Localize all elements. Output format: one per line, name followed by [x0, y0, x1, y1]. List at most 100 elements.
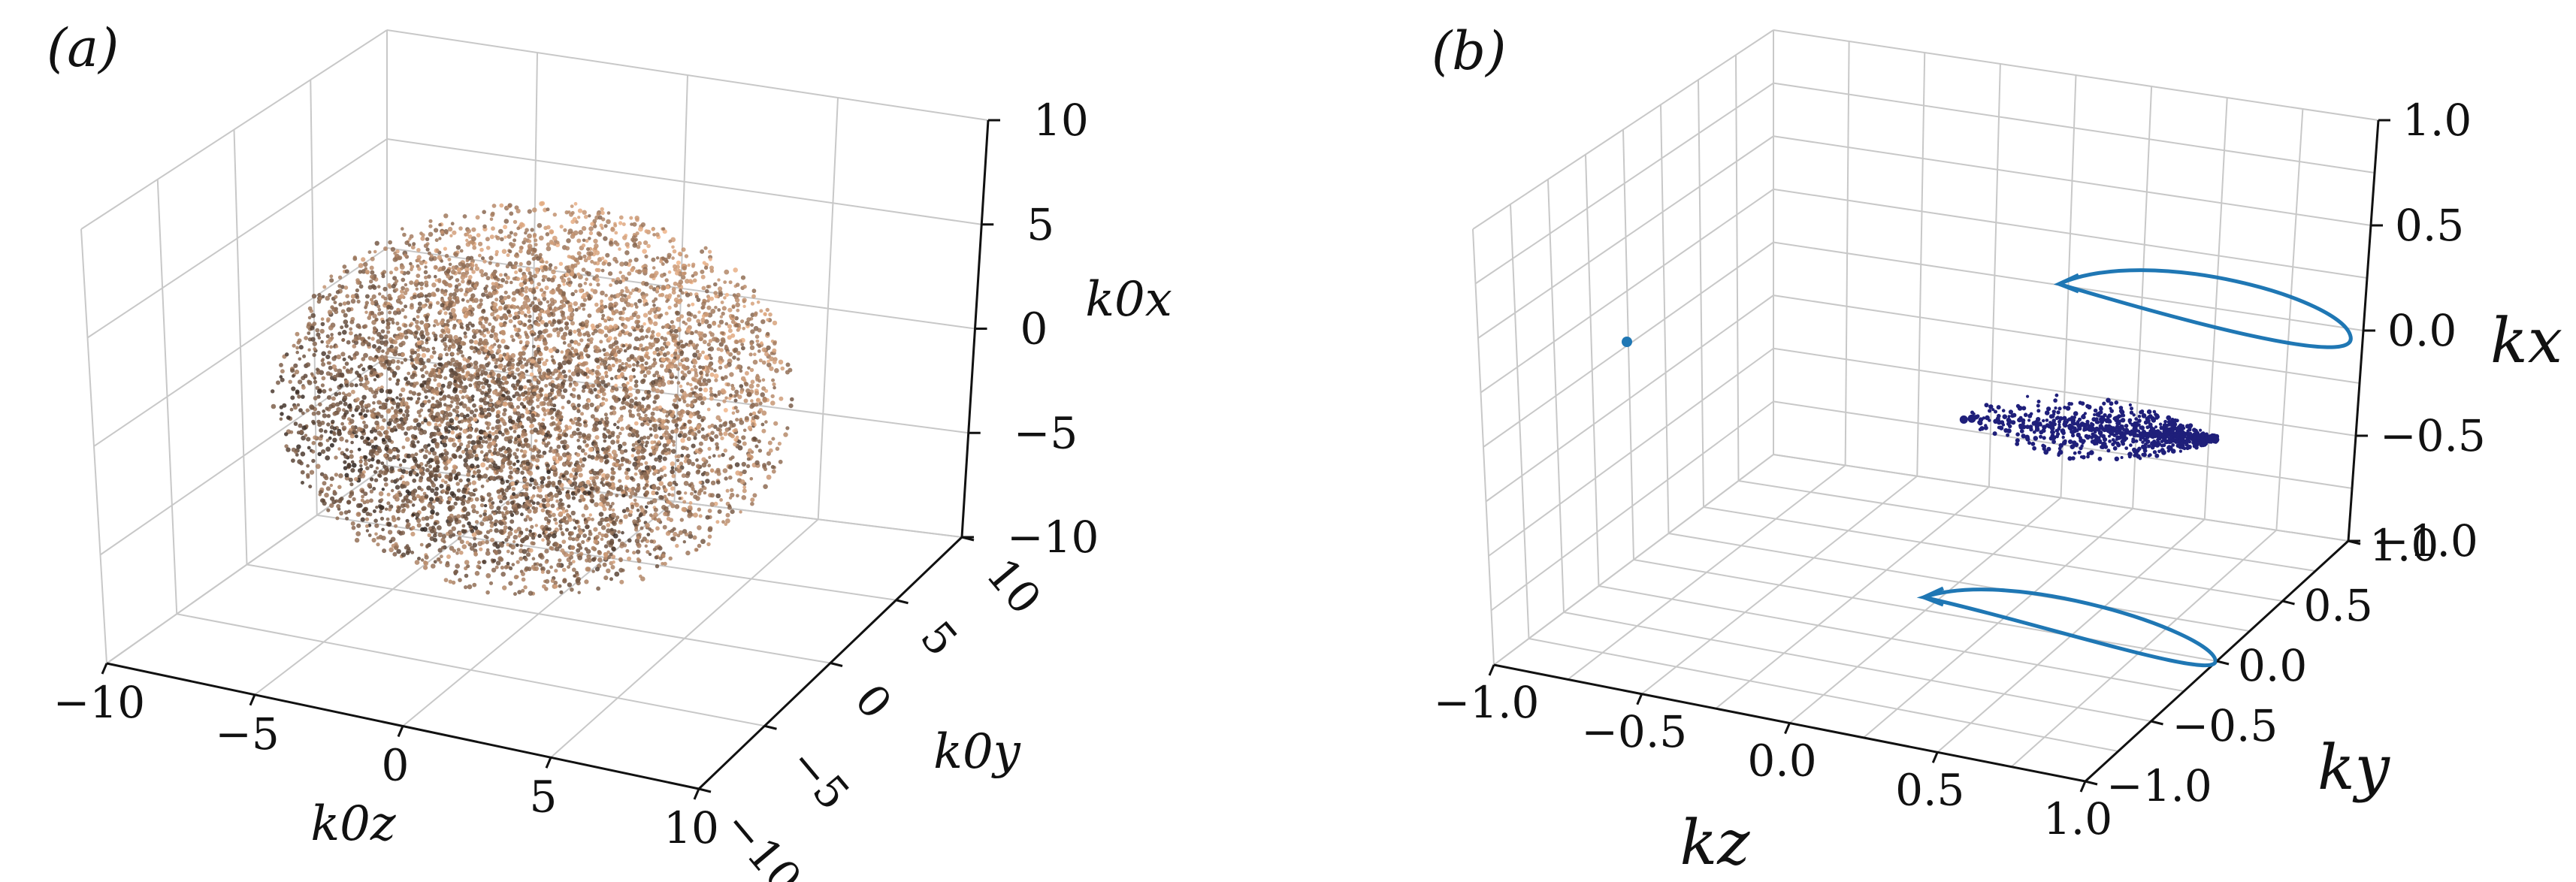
- data-point: [709, 257, 712, 261]
- data-point: [322, 481, 327, 486]
- data-point: [723, 449, 727, 453]
- data-point: [476, 439, 482, 445]
- data-point: [764, 420, 768, 424]
- data-point: [633, 401, 639, 406]
- data-point: [517, 443, 522, 447]
- data-point: [523, 437, 529, 443]
- data-point: [511, 363, 516, 367]
- data-point: [467, 275, 473, 279]
- data-point: [644, 444, 649, 448]
- data-point: [319, 328, 325, 334]
- data-point: [645, 505, 649, 509]
- data-point: [462, 514, 468, 519]
- data-point: [666, 331, 670, 335]
- data-point: [296, 403, 301, 407]
- data-point: [585, 566, 591, 572]
- data-point: [674, 504, 680, 509]
- data-point: [405, 551, 410, 555]
- data-point: [741, 435, 746, 440]
- data-point: [457, 536, 462, 541]
- data-point: [623, 514, 628, 519]
- data-point: [567, 400, 571, 404]
- data-point: [313, 379, 318, 385]
- data-point: [428, 451, 432, 455]
- data-point: [398, 393, 403, 397]
- data-point: [507, 530, 513, 536]
- data-point: [329, 278, 334, 283]
- data-point: [339, 383, 343, 388]
- data-point: [331, 396, 336, 401]
- data-point: [437, 548, 443, 553]
- data-point: [445, 416, 449, 421]
- data-point: [445, 562, 450, 568]
- data-point: [455, 405, 460, 410]
- data-point: [590, 499, 595, 504]
- data-point: [561, 406, 565, 409]
- data-point: [346, 463, 352, 469]
- data-point: [355, 531, 361, 536]
- data-point: [468, 304, 473, 309]
- data-point: [503, 365, 507, 369]
- data-point: [611, 502, 615, 506]
- data-point: [658, 494, 664, 500]
- data-point: [473, 536, 477, 541]
- data-point: [516, 527, 522, 532]
- data-point: [633, 405, 637, 409]
- data-point: [536, 413, 540, 418]
- data-point: [546, 476, 551, 480]
- data-point: [701, 285, 706, 291]
- data-point: [376, 459, 380, 464]
- data-point: [473, 551, 478, 555]
- data-point: [670, 429, 675, 434]
- data-point: [506, 234, 512, 239]
- data-point: [698, 377, 702, 382]
- data-point: [742, 327, 745, 331]
- data-point: [739, 479, 745, 485]
- data-point: [472, 450, 476, 455]
- data-point: [652, 350, 658, 355]
- data-point: [374, 240, 379, 246]
- data-point: [773, 421, 779, 426]
- data-point: [608, 343, 614, 349]
- data-point: [763, 484, 768, 489]
- data-point: [483, 400, 488, 406]
- data-point: [350, 521, 355, 526]
- data-point: [636, 314, 641, 319]
- data-point: [624, 475, 630, 480]
- data-point: [321, 362, 326, 367]
- data-point: [454, 416, 459, 421]
- data-point: [541, 278, 546, 282]
- data-point: [434, 238, 439, 243]
- data-point: [621, 509, 627, 513]
- data-point: [692, 364, 697, 369]
- data-point: [343, 401, 348, 406]
- data-point: [783, 432, 788, 437]
- data-point: [507, 526, 512, 530]
- data-point: [532, 207, 537, 213]
- data-point: [596, 212, 600, 216]
- data-point: [679, 314, 685, 319]
- data-point: [337, 391, 342, 395]
- data-point: [443, 213, 449, 219]
- data-point: [484, 415, 488, 419]
- data-point: [322, 388, 327, 394]
- data-point: [655, 370, 660, 376]
- grid-line: [86, 138, 388, 339]
- data-point: [608, 271, 613, 276]
- data-point: [567, 343, 572, 348]
- data-point: [376, 430, 382, 436]
- data-point: [561, 316, 567, 321]
- data-point: [728, 457, 733, 461]
- data-point: [419, 320, 425, 325]
- data-point: [506, 253, 510, 258]
- data-point: [765, 307, 769, 313]
- data-point: [570, 210, 575, 215]
- data-point: [628, 495, 633, 499]
- data-point: [465, 413, 470, 418]
- data-point: [373, 390, 379, 395]
- data-point: [570, 291, 575, 297]
- data-point: [345, 439, 349, 443]
- data-point: [416, 248, 421, 252]
- data-point: [587, 313, 592, 319]
- data-point: [444, 361, 448, 366]
